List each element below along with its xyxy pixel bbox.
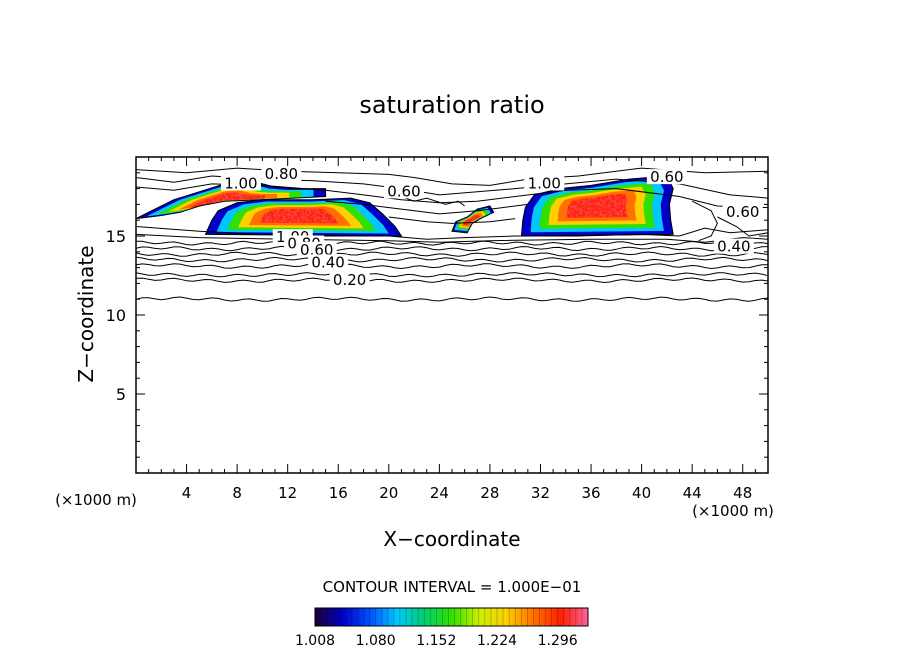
y-tick-label: 5 (116, 385, 126, 404)
contour-line (136, 245, 768, 252)
x-tick-label: 24 (430, 484, 449, 502)
contour-label-bg (220, 175, 261, 191)
x-tick-label: 4 (182, 484, 192, 502)
colorbar-label: 1.008 (295, 633, 335, 649)
x-tick-labels: 4 8 12 16 20 24 28 32 36 40 44 48 (182, 484, 752, 502)
region-band (189, 192, 265, 208)
axis-ticks (136, 157, 768, 473)
x-unit-right: (×1000 m) (692, 502, 774, 520)
contour-line (136, 296, 768, 302)
contour-line (136, 256, 768, 263)
x-tick-label: 40 (632, 484, 651, 502)
chart-title: saturation ratio (359, 91, 544, 119)
contour-line (136, 251, 768, 257)
y-axis-label: Z−coordinate (74, 245, 98, 382)
contour-label: 0.60 (387, 182, 420, 200)
x-tick-label: 36 (581, 484, 600, 502)
contour-label-bg (524, 175, 565, 191)
contour-label-bg (722, 203, 763, 219)
colorbar: 1.008 1.080 1.152 1.224 1.296 (295, 607, 589, 649)
x-unit-left: (×1000 m) (55, 491, 137, 509)
contour-label-bg (713, 238, 754, 254)
region-band (259, 208, 339, 224)
x-tick-label: 16 (329, 484, 348, 502)
x-tick-label: 48 (733, 484, 752, 502)
contour-label-bg (296, 241, 337, 257)
contour-interval-note: CONTOUR INTERVAL = 1.000E−01 (323, 578, 582, 596)
contour-label: 1.00 (224, 174, 257, 192)
region-lower-left (204, 197, 403, 237)
contour-line (401, 196, 465, 207)
contour-label-bg (646, 169, 687, 185)
colorbar-label: 1.152 (416, 633, 456, 649)
contour-label: 0.40 (311, 253, 344, 271)
contour-label-bg (308, 254, 349, 270)
contour-label-bg (261, 165, 302, 181)
colorbar-labels: 1.008 1.080 1.152 1.224 1.296 (295, 633, 578, 649)
colorbar-label: 1.080 (356, 633, 396, 649)
y-tick-labels: 5 10 15 (106, 227, 126, 404)
contour-label: 0.80 (265, 165, 298, 183)
contour-line (136, 277, 768, 284)
y-tick-label: 10 (106, 306, 126, 325)
y-tick-label: 15 (106, 227, 126, 246)
colorbar-stripes (320, 608, 583, 626)
contour-line (136, 263, 768, 270)
plot-area: 0.801.000.601.000.600.600.401.000.800.60… (135, 156, 769, 474)
x-tick-label: 8 (232, 484, 242, 502)
x-tick-label: 12 (278, 484, 297, 502)
contour-line (136, 272, 768, 278)
contour-label: 1.00 (528, 174, 561, 192)
region-outline (204, 197, 403, 237)
contour-label: 0.60 (726, 203, 759, 221)
contour-label-bg (383, 183, 424, 199)
contour-label: 0.40 (717, 238, 750, 256)
x-tick-label: 20 (379, 484, 398, 502)
region-upper-left (136, 180, 327, 220)
region-outline (520, 175, 674, 237)
contour-label-bg (329, 271, 370, 287)
x-tick-label: 28 (480, 484, 499, 502)
region-right (520, 175, 674, 237)
contour-line (717, 216, 768, 237)
contour-label: 0.20 (333, 271, 366, 289)
contour-label: 0.60 (650, 168, 683, 186)
x-tick-label: 32 (531, 484, 550, 502)
colorbar-label: 1.296 (538, 633, 578, 649)
contour-line (691, 200, 718, 242)
region-band (566, 193, 628, 218)
filled-contours (136, 175, 674, 237)
contour-labels: 0.801.000.601.000.600.600.401.000.800.60… (220, 165, 763, 289)
x-tick-label: 44 (683, 484, 702, 502)
x-axis-label: X−coordinate (383, 527, 520, 551)
region-outline (136, 180, 327, 220)
contour-line (388, 216, 516, 224)
contour-label: 0.60 (300, 241, 333, 259)
colorbar-label: 1.224 (477, 633, 517, 649)
colorbar-gradient (314, 607, 589, 627)
contour-line (136, 167, 768, 186)
plot-background (136, 157, 768, 473)
contour-line (325, 200, 528, 215)
